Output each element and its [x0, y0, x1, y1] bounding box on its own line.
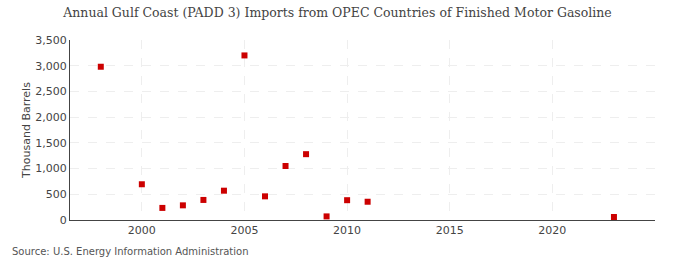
- svg-text:2000: 2000: [128, 224, 156, 237]
- svg-text:3,000: 3,000: [35, 60, 67, 73]
- svg-text:1,500: 1,500: [35, 137, 67, 150]
- svg-text:2,000: 2,000: [35, 111, 67, 124]
- svg-text:0: 0: [60, 214, 67, 227]
- svg-text:2,500: 2,500: [35, 85, 67, 98]
- svg-text:Source: U.S. Energy Informatio: Source: U.S. Energy Information Administ…: [12, 246, 249, 257]
- svg-text:2010: 2010: [333, 224, 361, 237]
- svg-text:1,000: 1,000: [35, 162, 67, 175]
- svg-text:3,500: 3,500: [35, 34, 67, 47]
- svg-text:500: 500: [46, 188, 67, 201]
- svg-text:Annual Gulf Coast (PADD 3) Imp: Annual Gulf Coast (PADD 3) Imports from …: [62, 5, 611, 20]
- svg-text:2020: 2020: [538, 224, 566, 237]
- svg-text:2015: 2015: [436, 224, 464, 237]
- svg-text:2005: 2005: [230, 224, 258, 237]
- svg-text:Thousand Barrels: Thousand Barrels: [20, 82, 33, 179]
